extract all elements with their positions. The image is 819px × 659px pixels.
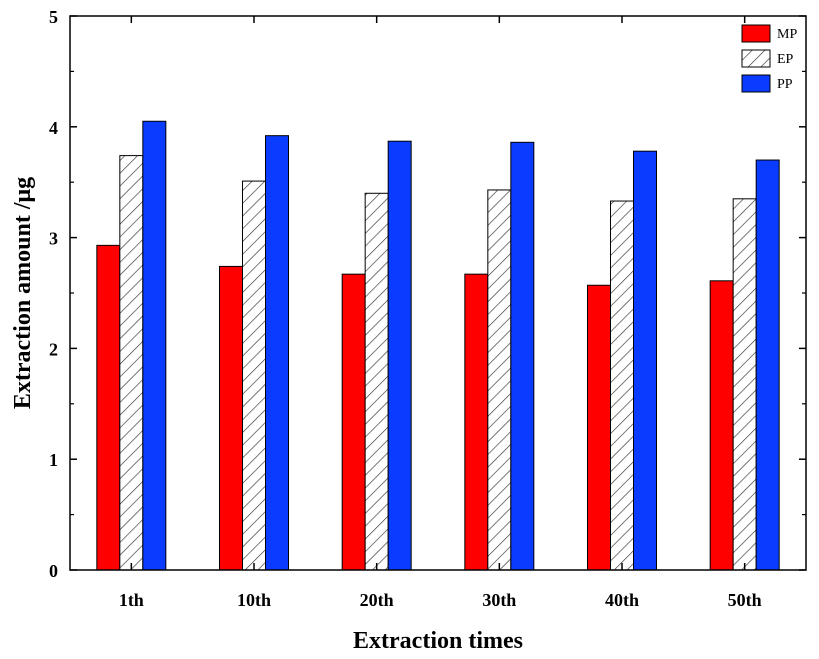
bar-pp-50th [755,159,780,571]
legend-label-mp: MP [777,27,797,42]
x-tick-label: 30th [482,590,516,610]
legend-swatch-pp [741,74,771,93]
x-tick-label: 20th [360,590,394,610]
bars-group [96,120,780,571]
bar-pp-30th [510,141,535,571]
legend-label-pp: PP [777,77,793,92]
bar-ep-20th [364,192,389,571]
x-tick-label: 40th [605,590,639,610]
y-tick-label: 4 [49,118,58,138]
x-axis-title: Extraction times [353,628,523,654]
bar-pp-10th [265,135,289,571]
x-axis: 1th 10th 20th 30th 40th 50th [119,16,762,610]
bar-mp-10th [219,265,243,571]
bar-ep-40th [610,200,634,571]
y-axis-title: Extraction amount /μg [10,177,36,409]
legend-swatch-mp [741,24,771,43]
bar-mp-20th [341,273,366,571]
bar-pp-20th [387,140,412,571]
bar-ep-50th [732,198,757,571]
y-axis: 0 1 2 3 4 5 [49,7,806,581]
bar-mp-30th [464,273,489,571]
legend-label-ep: EP [777,52,794,67]
y-tick-label: 2 [49,339,58,359]
bar-pp-40th [633,150,657,571]
bar-pp-1th [142,120,167,571]
y-tick-label: 3 [49,229,58,249]
bar-mp-1th [96,244,121,571]
bar-ep-10th [242,180,266,571]
y-tick-label: 1 [49,450,58,470]
legend: MP EP PP [741,24,797,93]
bar-ep-30th [487,189,512,571]
plot-frame [69,15,807,571]
x-tick-label: 50th [728,590,762,610]
x-tick-label: 1th [119,590,144,610]
bar-mp-50th [709,280,734,571]
bar-mp-40th [587,284,611,571]
bar-ep-1th [119,155,144,571]
y-tick-label: 0 [49,561,58,581]
legend-swatch-ep [741,49,771,68]
y-tick-label: 5 [49,7,58,27]
x-tick-label: 10th [237,590,271,610]
